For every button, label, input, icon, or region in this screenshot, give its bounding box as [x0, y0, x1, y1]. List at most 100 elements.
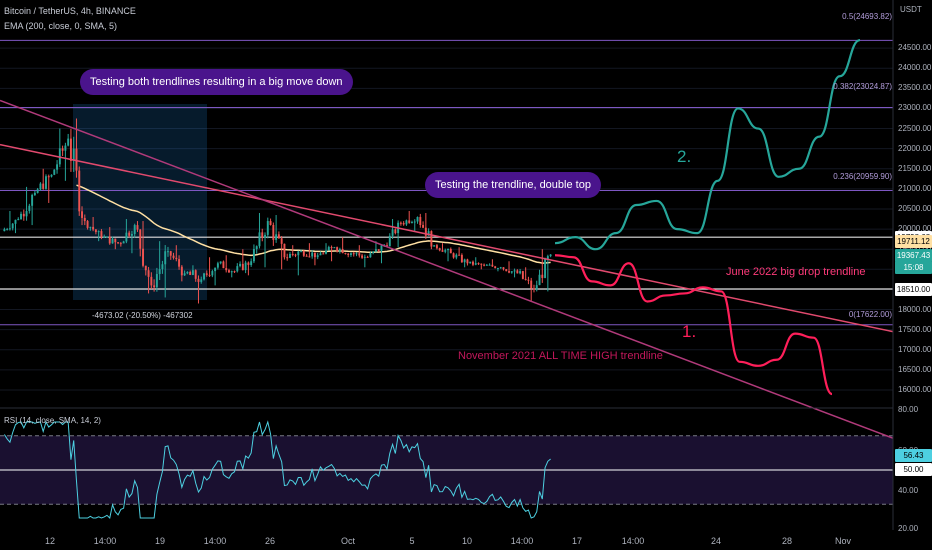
- candle-body: [513, 270, 516, 272]
- symbol-title: Bitcoin / TetherUS, 4h, BINANCE: [4, 6, 136, 16]
- candle-body: [189, 271, 192, 275]
- candle-body: [322, 253, 325, 255]
- candle-body: [427, 231, 430, 236]
- candle-body: [69, 138, 72, 161]
- candle-body: [544, 259, 547, 278]
- candle-body: [208, 274, 211, 276]
- candle-body: [94, 229, 97, 233]
- candle-body: [83, 217, 86, 222]
- candle-body: [472, 261, 474, 265]
- y-tick-label: 20500.00: [898, 203, 932, 213]
- rsi-mid-tag: 50.00: [895, 463, 932, 476]
- candle-body: [391, 229, 394, 236]
- candle-body: [447, 249, 449, 251]
- candle-body: [521, 271, 524, 279]
- candle-body: [336, 247, 339, 252]
- candle-body: [496, 268, 499, 270]
- annotation-bubble-left[interactable]: Testing both trendlines resulting in a b…: [80, 69, 353, 95]
- candle-body: [466, 259, 469, 264]
- x-tick-label: 5: [409, 536, 415, 546]
- candle-body: [161, 264, 164, 270]
- candle-body: [42, 183, 45, 189]
- annotation-bubble-mid[interactable]: Testing the trendline, double top: [425, 172, 601, 198]
- candle-body: [272, 224, 275, 240]
- candlesticks: [3, 118, 552, 304]
- price-tag: 18510.00: [895, 283, 932, 296]
- candle-body: [172, 255, 175, 258]
- candle-body: [458, 254, 461, 256]
- candle-body: [494, 266, 497, 269]
- candle-body: [280, 238, 283, 244]
- candle-body: [261, 232, 264, 238]
- candle-body: [463, 259, 466, 263]
- candle-body: [541, 274, 544, 278]
- ema-line: [76, 184, 551, 264]
- candle-body: [305, 255, 308, 257]
- candle-body: [488, 264, 491, 266]
- scenario-2-label: 2.: [677, 147, 692, 166]
- rsi-pane-background: [0, 435, 893, 505]
- candle-body: [75, 148, 78, 171]
- candle-body: [266, 221, 269, 235]
- candle-body: [275, 234, 278, 240]
- candle-body: [106, 236, 108, 238]
- price-tag: 15:08: [895, 260, 932, 274]
- candle-body: [258, 232, 261, 247]
- candle-body: [469, 261, 472, 264]
- y-tick-label: 18000.00: [898, 304, 932, 314]
- candle-body: [203, 273, 205, 280]
- candle-body: [363, 256, 366, 258]
- candle-body: [244, 262, 247, 271]
- candle-body: [297, 251, 300, 256]
- candle-body: [3, 229, 6, 232]
- y-tick-label: 22500.00: [898, 123, 932, 133]
- candle-body: [347, 253, 350, 255]
- candle-body: [72, 148, 75, 161]
- candle-body: [114, 238, 117, 243]
- candle-body: [474, 263, 477, 265]
- y-tick-label: 23500.00: [898, 83, 932, 93]
- candle-body: [56, 164, 59, 170]
- candle-body: [372, 251, 375, 254]
- candle-body: [502, 267, 505, 270]
- y-tick-label: 22000.00: [898, 143, 932, 153]
- candle-body: [250, 261, 253, 265]
- candle-body: [225, 268, 228, 271]
- range-measure-label: -4673.02 (-20.50%) -467302: [92, 311, 193, 320]
- x-tick-label: 28: [781, 536, 793, 546]
- candle-body: [25, 211, 28, 217]
- candle-body: [508, 271, 510, 273]
- candle-body: [67, 138, 70, 146]
- candle-body: [316, 255, 319, 258]
- candle-body: [133, 225, 136, 234]
- candle-body: [533, 288, 535, 290]
- candle-body: [255, 246, 258, 250]
- november-trendline-label: November 2021 ALL TIME HIGH trendline: [458, 350, 663, 362]
- candle-body: [252, 249, 255, 262]
- x-tick-label: 24: [710, 536, 722, 546]
- candle-body: [150, 276, 153, 286]
- candle-body: [269, 221, 272, 225]
- candle-body: [167, 251, 169, 253]
- candle-body: [399, 222, 402, 224]
- fib-label-0-236: 0.236(20959.90): [833, 172, 892, 181]
- candle-body: [524, 278, 527, 280]
- candle-body: [39, 183, 42, 190]
- candle-body: [108, 236, 111, 244]
- candle-body: [291, 254, 294, 256]
- candle-body: [422, 225, 425, 228]
- y-tick-label: 20000.00: [898, 224, 932, 234]
- candle-body: [369, 253, 372, 258]
- candle-body: [313, 252, 316, 258]
- candle-body: [147, 270, 150, 277]
- candle-body: [125, 232, 128, 242]
- candle-body: [64, 145, 67, 151]
- candle-body: [191, 270, 194, 275]
- candle-body: [78, 170, 81, 212]
- candle-body: [81, 211, 83, 218]
- candle-body: [344, 253, 347, 255]
- fib-label-0: 0(17622.00): [848, 310, 892, 319]
- candle-body: [510, 271, 513, 273]
- candle-body: [477, 263, 480, 265]
